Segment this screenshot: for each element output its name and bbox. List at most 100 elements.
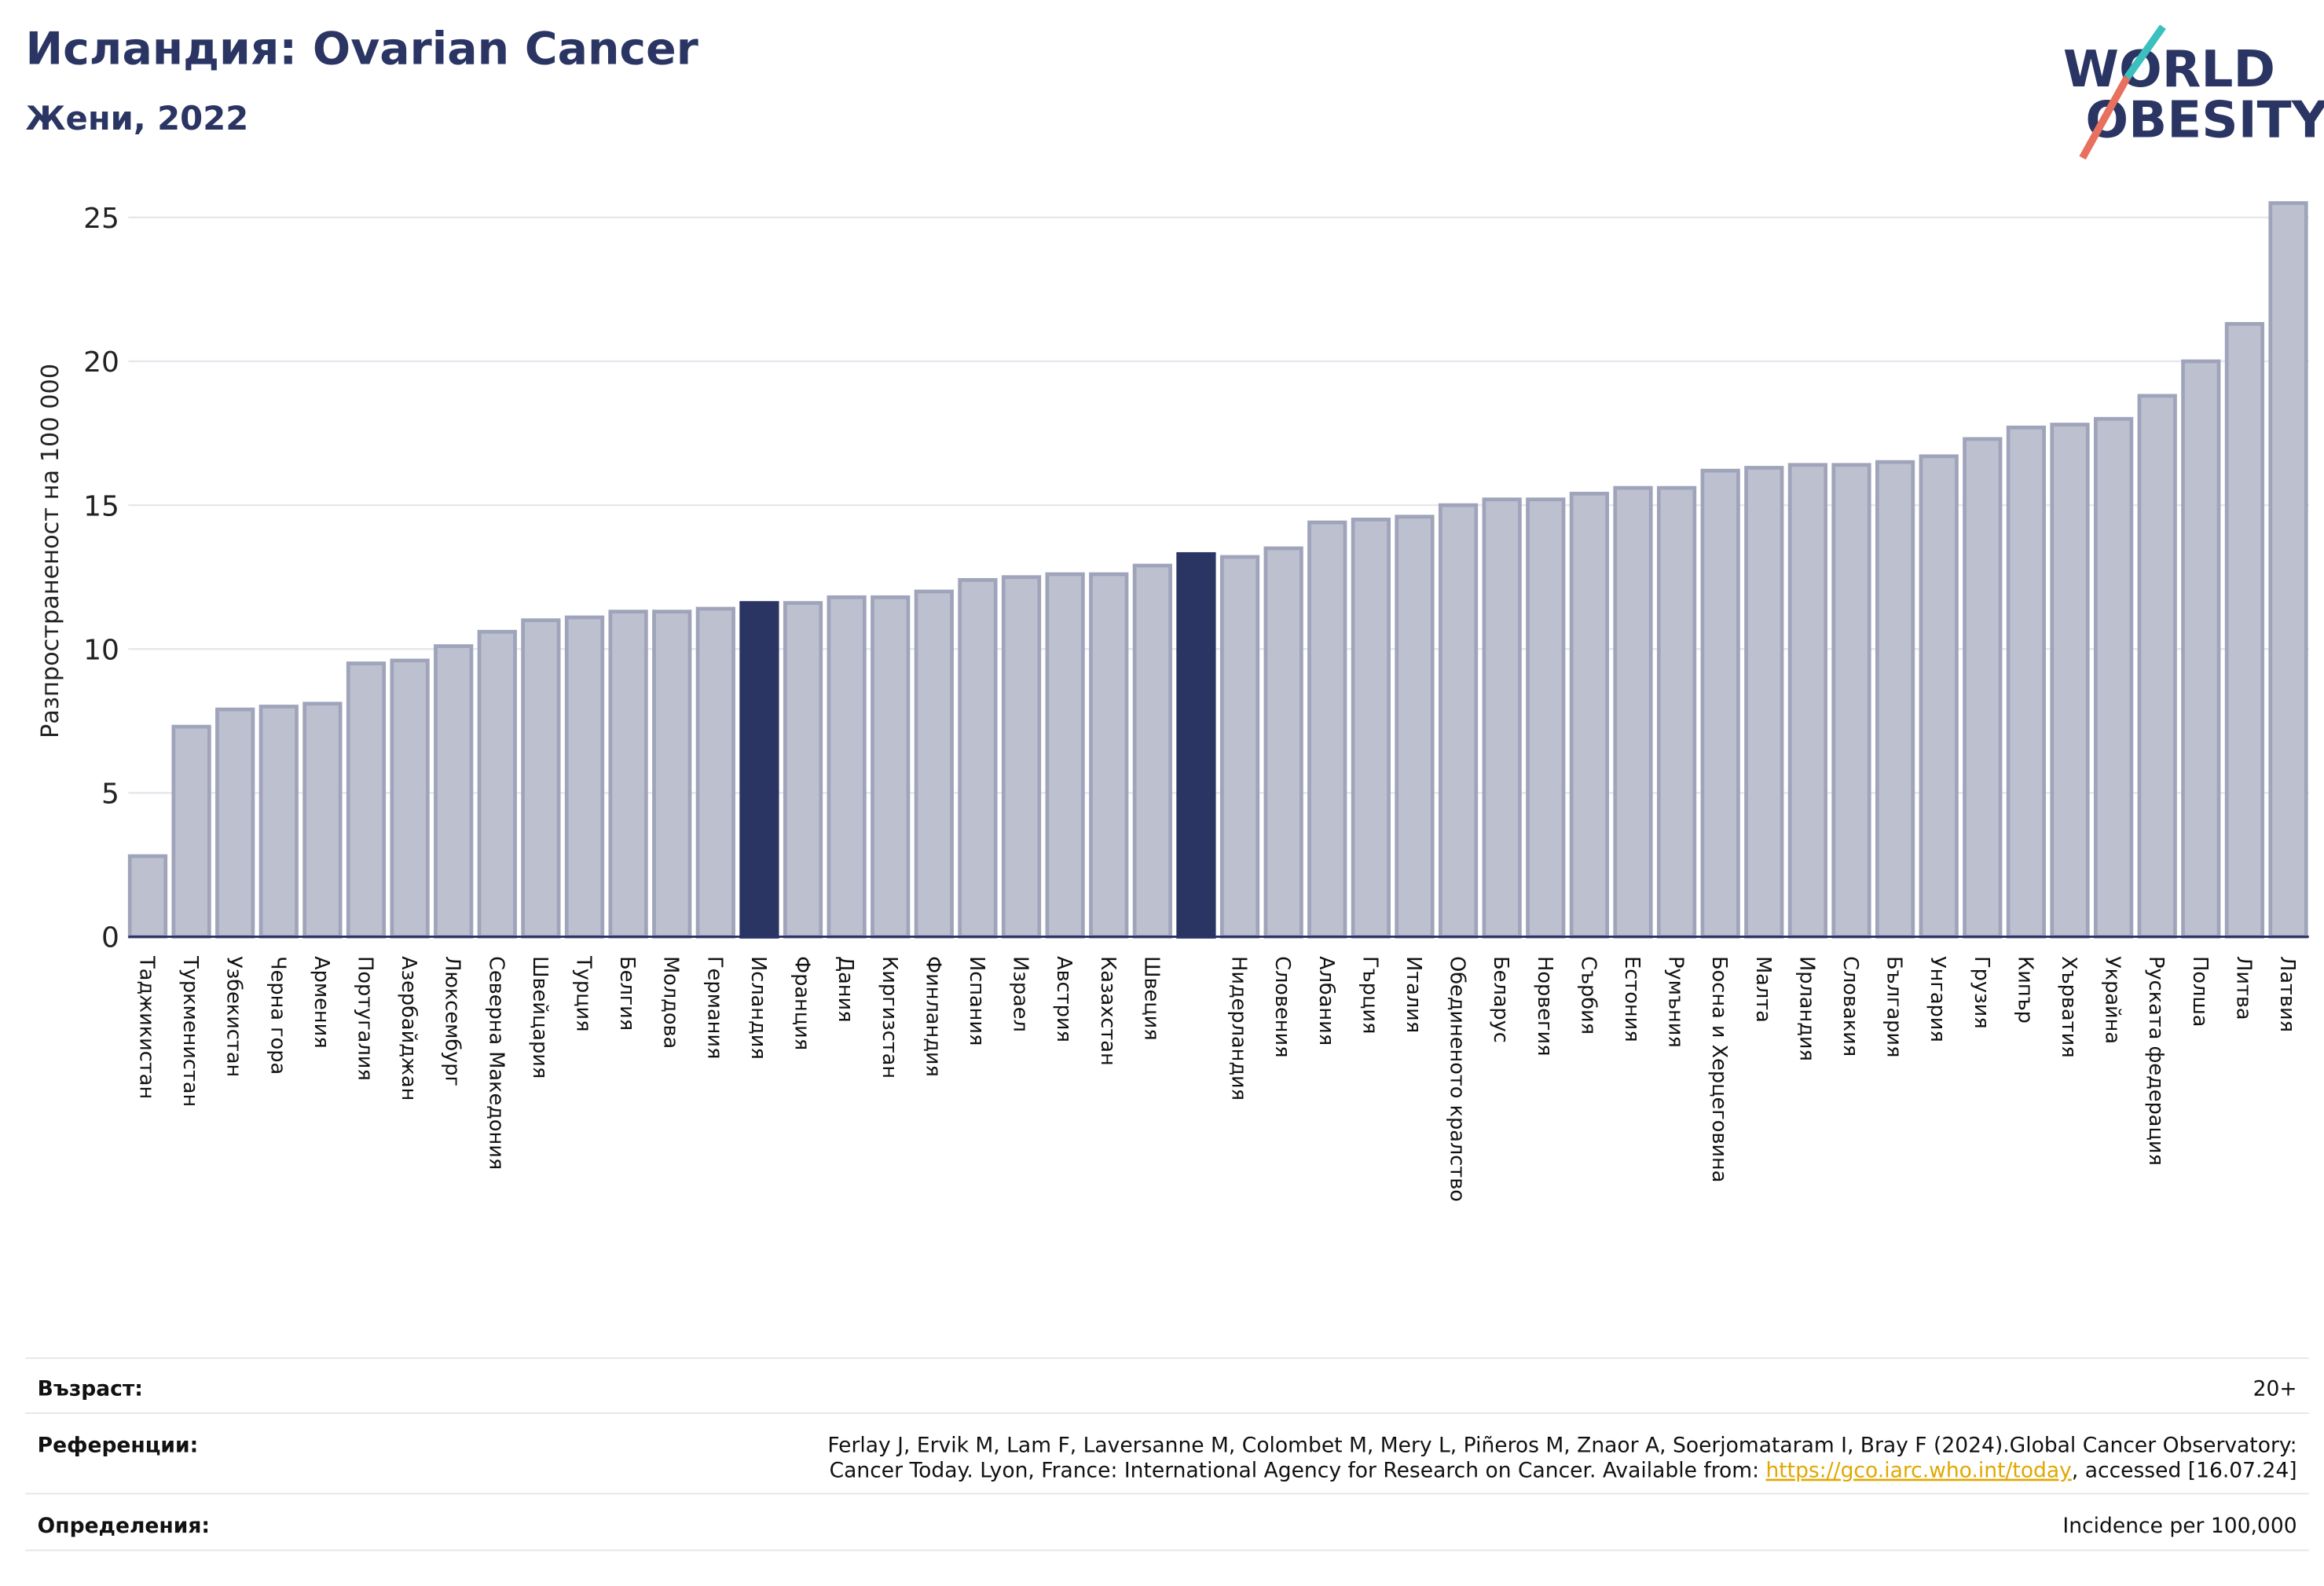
bar	[608, 610, 648, 939]
bar	[2093, 416, 2134, 939]
bar	[2268, 201, 2308, 939]
bar	[958, 577, 998, 939]
bar	[1351, 518, 1391, 939]
x-tick-label: Армения	[310, 956, 333, 1049]
bar	[652, 610, 692, 939]
x-tick-label: Румъния	[1664, 956, 1688, 1048]
x-tick-label: Ирландия	[1794, 956, 1818, 1061]
bar	[2224, 321, 2265, 939]
logo-slash	[2079, 75, 2131, 160]
bar	[1482, 497, 1522, 939]
bar	[434, 644, 474, 939]
x-tick-label: Украйна	[2101, 956, 2124, 1044]
x-tick-label: Франция	[790, 956, 814, 1050]
y-tick-label: 25	[83, 203, 119, 235]
footer-label: Възраст:	[38, 1376, 143, 1401]
bar	[695, 606, 735, 939]
x-tick-label: Швеция	[1139, 956, 1163, 1041]
x-tick-label: Руската федерация	[2144, 956, 2168, 1166]
footer-link[interactable]: https://gco.iarc.who.int/today	[1765, 1459, 2071, 1483]
x-tick-label: Таджикистан	[134, 955, 158, 1099]
bar	[1613, 485, 1653, 939]
bar	[1569, 492, 1609, 939]
bar	[1963, 437, 2003, 939]
bar	[1132, 563, 1172, 939]
logo-slash	[2124, 24, 2166, 80]
bar	[739, 601, 779, 939]
bar	[1787, 463, 1828, 939]
x-tick-label: Дания	[834, 956, 857, 1022]
x-tick-label: Литва	[2231, 956, 2255, 1020]
x-tick-label: Люксембург	[441, 956, 464, 1086]
y-tick-label: 5	[101, 778, 119, 811]
bar	[1744, 466, 1784, 939]
x-tick-label: Германия	[702, 956, 726, 1059]
x-tick-label: Израел	[1009, 956, 1032, 1032]
x-tick-label: Грузия	[1970, 956, 1993, 1029]
bar	[521, 618, 561, 939]
x-tick-label: Турция	[572, 955, 596, 1031]
x-tick-label: България	[1882, 956, 1906, 1057]
bar	[477, 629, 517, 939]
x-tick-label: Исландия	[746, 956, 770, 1060]
bar	[1438, 503, 1479, 939]
x-tick-label: Беларус	[1489, 956, 1512, 1043]
x-tick-label: Туркменистан	[178, 955, 202, 1107]
bar	[1700, 468, 1740, 939]
x-tick-label: Австрия	[1052, 956, 1076, 1042]
logo-text: WORLD	[2063, 40, 2275, 99]
footer-value: 20+	[2253, 1376, 2297, 1401]
bar	[1526, 497, 1566, 939]
footer-label: Референции:	[38, 1433, 199, 1457]
y-tick-label: 20	[83, 346, 119, 379]
footer-value: Ferlay J, Ervik M, Lam F, Laversanne M, …	[827, 1433, 2297, 1457]
x-tick-label: Кипър	[2013, 956, 2036, 1024]
x-tick-label: Нидерландия	[1227, 956, 1251, 1101]
y-axis-label: Разпространеност на 100 000	[37, 364, 64, 738]
bar	[1001, 575, 1042, 939]
x-tick-label: Киргизстан	[878, 956, 901, 1079]
bar	[1045, 572, 1085, 939]
bar	[827, 595, 867, 939]
x-tick-label: Финландия	[921, 956, 944, 1077]
x-tick-label: Хърватия	[2057, 956, 2080, 1058]
x-tick-label: Словакия	[1838, 956, 1862, 1057]
x-tick-label: Узбекистан	[222, 956, 246, 1077]
x-tick-label: Молдова	[659, 956, 683, 1049]
bar	[258, 705, 299, 939]
bar	[346, 661, 387, 939]
bar	[1919, 454, 1959, 939]
x-tick-label: Босна и Херцеговина	[1707, 956, 1731, 1182]
bar	[1263, 546, 1303, 939]
bar	[2181, 359, 2221, 939]
bar	[1089, 572, 1129, 939]
x-tick-label: Естония	[1620, 956, 1644, 1042]
bar	[564, 615, 605, 939]
footer-value: Cancer Today. Lyon, France: Internationa…	[830, 1459, 2297, 1483]
bar	[1307, 520, 1347, 939]
x-tick-label: Азербайджан	[397, 956, 420, 1101]
x-tick-label: Испания	[965, 956, 988, 1046]
bar	[1656, 485, 1697, 939]
bar	[1831, 463, 1871, 939]
logo-text: OBESITY	[2085, 90, 2324, 149]
footer-text: , accessed [16.07.24]	[2072, 1459, 2297, 1483]
x-tick-label: Полша	[2188, 956, 2212, 1027]
x-tick-label: Португалия	[354, 956, 377, 1081]
bar	[2137, 394, 2177, 939]
x-tick-label: Черна гора	[266, 956, 289, 1075]
logo: WORLD OBESITY	[2063, 24, 2324, 160]
footer-label: Определения:	[38, 1514, 210, 1538]
x-tick-label: Сърбия	[1576, 956, 1600, 1035]
bar	[127, 854, 168, 939]
bar	[2050, 423, 2090, 939]
bar	[1219, 555, 1260, 939]
x-tick-label: Малта	[1751, 956, 1775, 1023]
bar	[2006, 425, 2047, 939]
bar	[871, 595, 911, 939]
x-tick-label: Северна Македония	[484, 956, 508, 1170]
bar	[1176, 551, 1216, 939]
bar	[302, 701, 343, 939]
